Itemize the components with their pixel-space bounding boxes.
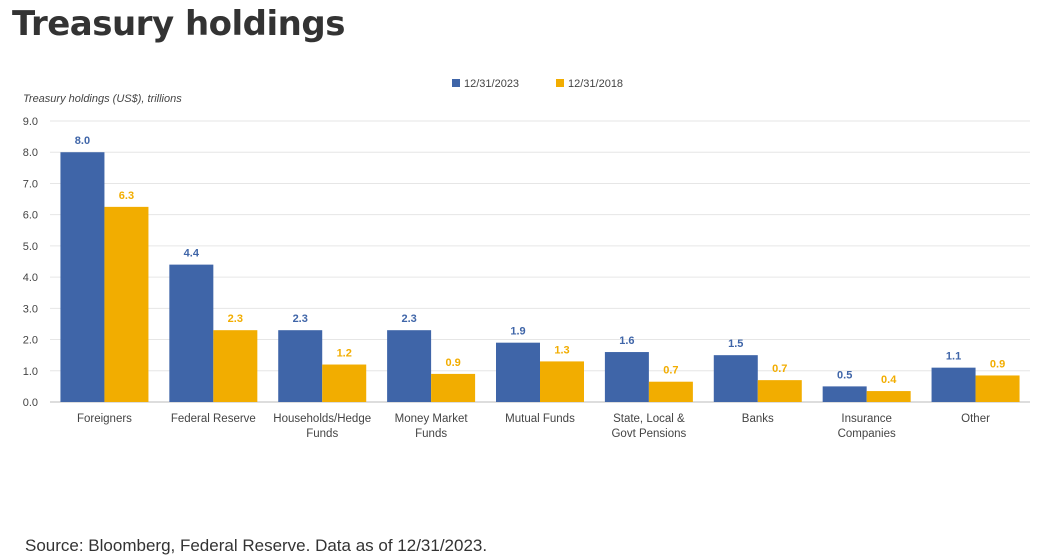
y-tick-label: 9.0 xyxy=(23,116,38,128)
bar-2018 xyxy=(648,381,693,402)
bar-2023 xyxy=(604,352,649,402)
data-label: 1.9 xyxy=(510,326,525,338)
category-label: Mutual Funds xyxy=(505,413,575,425)
bar-2018 xyxy=(866,391,911,402)
y-tick-label: 6.0 xyxy=(23,210,38,222)
bar-2018 xyxy=(213,330,258,402)
category-label: Households/Hedge xyxy=(273,413,371,425)
bar-2023 xyxy=(278,330,323,402)
treasury-holdings-bar-chart: Treasury holdings (US$), trillions 0.0 1.0… xyxy=(23,78,1030,440)
legend-swatch xyxy=(452,79,460,87)
bar-2023 xyxy=(60,152,105,402)
bar-2018 xyxy=(757,380,802,402)
data-label: 1.1 xyxy=(946,351,961,363)
category-label: Funds xyxy=(306,428,338,440)
data-label: 0.7 xyxy=(663,365,678,377)
data-label: 1.3 xyxy=(554,344,569,356)
y-tick-label: 3.0 xyxy=(23,303,38,315)
data-label: 8.0 xyxy=(75,135,90,147)
data-label: 1.6 xyxy=(619,335,634,347)
source-note: Source: Bloomberg, Federal Reserve. Data… xyxy=(25,536,488,555)
category-label: Other xyxy=(961,413,990,425)
data-label: 1.2 xyxy=(337,348,352,360)
legend-swatch xyxy=(556,79,564,87)
bar-2023 xyxy=(713,355,758,402)
category-label: Federal Reserve xyxy=(171,413,256,425)
category-label: State, Local & xyxy=(613,413,685,425)
category-label: Govt Pensions xyxy=(611,428,686,440)
bar-2023 xyxy=(496,342,540,402)
category-label: Companies xyxy=(838,428,896,440)
data-label: 0.4 xyxy=(881,374,897,386)
category-label: Banks xyxy=(742,413,774,425)
page-title: Treasury holdings xyxy=(12,4,345,44)
data-label: 2.3 xyxy=(293,313,308,325)
bar-2018 xyxy=(322,364,367,402)
data-label: 0.7 xyxy=(772,363,787,375)
y-tick-label: 2.0 xyxy=(23,335,38,347)
data-label: 6.3 xyxy=(119,190,134,202)
category-label: Money Market xyxy=(395,413,469,425)
category-label: Funds xyxy=(415,428,447,440)
y-tick-label: 4.0 xyxy=(23,272,38,284)
bar-2018 xyxy=(540,361,584,402)
legend-label: 12/31/2023 xyxy=(464,78,519,90)
legend-label: 12/31/2018 xyxy=(568,78,623,90)
data-label: 0.9 xyxy=(990,358,1005,370)
category-label: Insurance xyxy=(841,413,892,425)
data-label: 1.5 xyxy=(728,338,743,350)
y-tick-label: 0.0 xyxy=(23,397,38,409)
bar-2023 xyxy=(822,386,867,402)
y-tick-label: 1.0 xyxy=(23,366,38,378)
category-label: Foreigners xyxy=(77,413,132,425)
bar-2023 xyxy=(387,330,432,402)
data-label: 0.5 xyxy=(837,369,852,381)
y-tick-label: 5.0 xyxy=(23,241,38,253)
data-label: 0.9 xyxy=(445,357,460,369)
data-label: 2.3 xyxy=(401,313,416,325)
y-tick-label: 8.0 xyxy=(23,147,38,159)
bar-2018 xyxy=(975,375,1020,402)
bar-2023 xyxy=(169,264,214,402)
bar-2018 xyxy=(431,373,476,402)
y-axis-label: Treasury holdings (US$), trillions xyxy=(23,93,182,105)
y-tick-label: 7.0 xyxy=(23,178,38,190)
bar-2018 xyxy=(104,206,149,402)
data-label: 4.4 xyxy=(184,248,200,260)
data-label: 2.3 xyxy=(228,313,243,325)
bar-2023 xyxy=(931,367,976,402)
